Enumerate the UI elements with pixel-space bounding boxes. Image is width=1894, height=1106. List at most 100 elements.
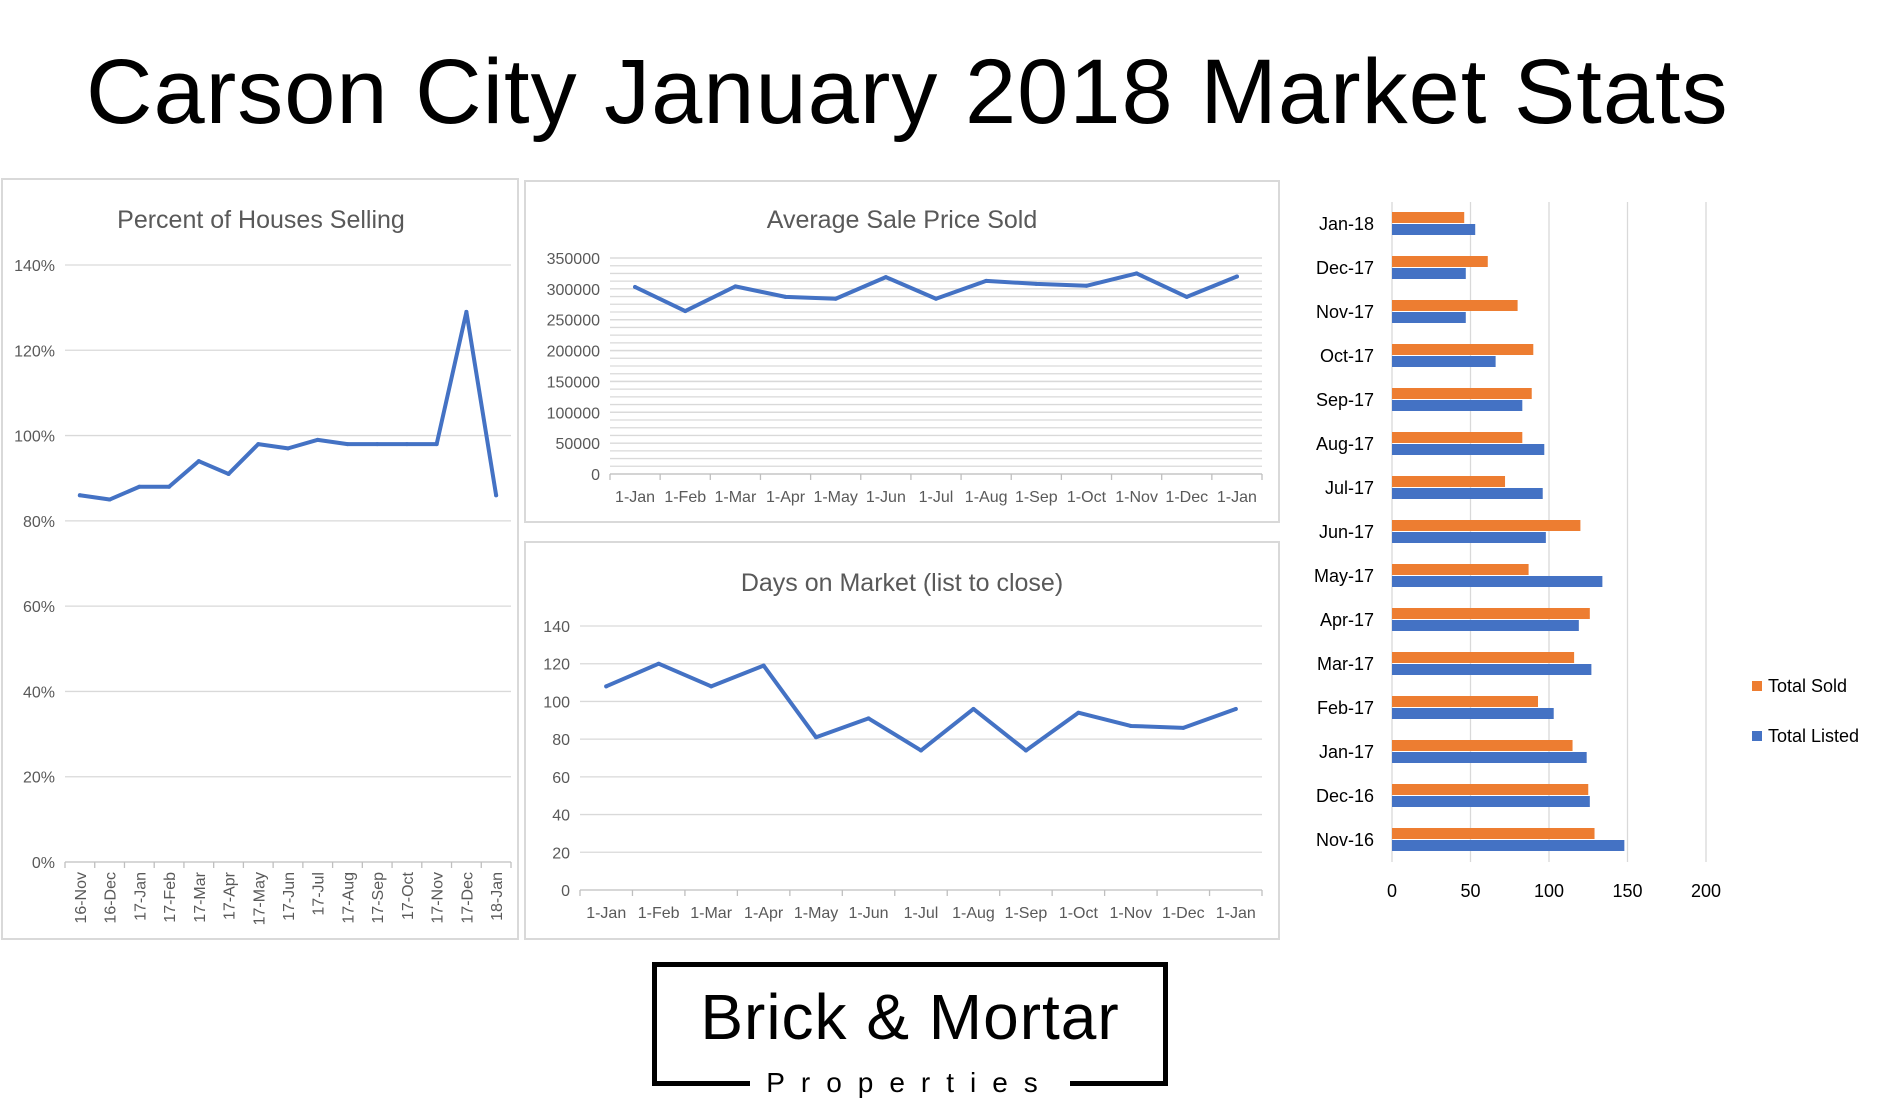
- x-tick-label: 1-Apr: [766, 489, 806, 506]
- y-tick-label: Dec-17: [1316, 258, 1374, 278]
- bar-total-listed: [1392, 488, 1543, 499]
- percent-chart: Percent of Houses Selling 0% 20% 40% 60% 80% 1…: [14, 206, 512, 925]
- x-tick-label: 1-Jan: [1217, 489, 1257, 506]
- y-tick-label: 100%: [14, 429, 55, 446]
- x-tick-label: 1-Jul: [904, 905, 939, 922]
- data-point: [633, 285, 638, 290]
- data-point: [375, 442, 380, 447]
- x-tick-label: 17-Apr: [222, 871, 239, 920]
- x-tick-label: 1-Mar: [690, 905, 732, 922]
- bar-total-sold: [1392, 520, 1581, 531]
- y-tick-label: 140%: [14, 258, 55, 275]
- y-tick-label: 50000: [556, 436, 601, 453]
- x-tick-label: 1-Apr: [744, 905, 784, 922]
- listings-chart: 0 50 100 150 200 Nov-16 Dec-16 Jan-17 Feb-17 Mar-…: [1314, 202, 1721, 901]
- bar-total-sold: [1392, 828, 1595, 839]
- bar-total-sold: [1392, 608, 1590, 619]
- x-tick-label: 1-Aug: [965, 489, 1008, 506]
- data-point: [1233, 706, 1238, 711]
- data-point: [404, 442, 409, 447]
- data-point: [1181, 725, 1186, 730]
- bar-total-sold: [1392, 652, 1575, 663]
- y-tick-label: 100: [543, 694, 570, 711]
- x-tick-label: 1-Dec: [1165, 489, 1208, 506]
- x-tick-label: 16-Dec: [103, 872, 120, 924]
- bar-total-listed: [1392, 796, 1590, 807]
- y-tick-label: Jul-17: [1325, 478, 1374, 498]
- bar-total-sold: [1392, 784, 1589, 795]
- x-tick-label: 17-Oct: [400, 871, 417, 920]
- data-point: [934, 296, 938, 301]
- chart-title: Days on Market (list to close): [741, 569, 1063, 597]
- y-tick-label: 0: [591, 467, 600, 484]
- x-tick-label: 16-Nov: [73, 872, 90, 924]
- x-tick-label: 1-Jun: [849, 905, 889, 922]
- data-point: [345, 442, 350, 447]
- data-point: [226, 471, 231, 476]
- y-tick-label: 200000: [547, 344, 600, 361]
- x-tick-label: 1-Nov: [1115, 489, 1158, 506]
- x-tick-label: 17-Feb: [162, 872, 179, 923]
- price-chart-panel: Average Sale Price Sold 0 50000 100000 15000…: [524, 180, 1280, 523]
- x-tick-label: 100: [1534, 881, 1564, 901]
- legend-item: Total Listed: [1752, 724, 1859, 748]
- y-tick-label: 120%: [14, 343, 55, 360]
- x-tick-label: 200: [1691, 881, 1721, 901]
- logo-sub-text: Properties: [750, 1067, 1070, 1098]
- data-point: [1234, 274, 1239, 279]
- data-point: [1184, 294, 1189, 299]
- bar-total-listed: [1392, 356, 1496, 367]
- y-tick-label: 20: [552, 845, 570, 862]
- y-tick-label: 60: [552, 770, 570, 787]
- legend-swatch: [1752, 731, 1762, 741]
- x-tick-label: 1-Jul: [919, 489, 954, 506]
- page-title: Carson City January 2018 Market Stats: [86, 41, 1729, 143]
- bar-total-sold: [1392, 212, 1465, 223]
- data-point: [1076, 710, 1081, 715]
- x-tick-label: 1-May: [794, 905, 838, 922]
- x-tick-label: 17-Nov: [430, 872, 447, 924]
- y-tick-label: 300000: [547, 282, 600, 299]
- bar-total-sold: [1392, 432, 1523, 443]
- x-tick-label: 1-Dec: [1162, 905, 1205, 922]
- x-tick-label: 1-Sep: [1015, 489, 1058, 506]
- bar-total-listed: [1392, 664, 1592, 675]
- data-point: [464, 309, 469, 314]
- bar-total-sold: [1392, 388, 1532, 399]
- y-tick-label: Jan-17: [1319, 742, 1374, 762]
- listings-chart-panel: 0 50 100 150 200 Nov-16 Dec-16 Jan-17 Feb-17 Mar-…: [1300, 190, 1740, 910]
- x-tick-label: 17-Jun: [281, 872, 298, 921]
- y-tick-label: Jun-17: [1319, 522, 1374, 542]
- data-point: [77, 493, 82, 498]
- x-tick-label: 1-Jan: [1216, 905, 1256, 922]
- x-tick-label: 1-Aug: [952, 905, 995, 922]
- y-tick-label: 140: [543, 619, 570, 636]
- bar-total-sold: [1392, 300, 1518, 311]
- data-point: [1084, 283, 1089, 288]
- x-tick-label: 17-Sep: [370, 872, 387, 924]
- series-line: [633, 271, 1239, 314]
- data-point: [833, 296, 838, 301]
- price-chart: Average Sale Price Sold 0 50000 100000 15000…: [547, 206, 1263, 506]
- y-tick-label: 40: [552, 808, 570, 825]
- series-line: [77, 309, 499, 502]
- bar-total-sold: [1392, 476, 1506, 487]
- y-tick-label: 350000: [547, 251, 600, 268]
- legend-swatch: [1752, 681, 1762, 691]
- x-tick-label: 1-Oct: [1067, 489, 1107, 506]
- logo-main-text: Brick & Mortar: [700, 981, 1120, 1053]
- y-tick-label: Apr-17: [1320, 610, 1374, 630]
- y-tick-label: Oct-17: [1320, 346, 1374, 366]
- bar-total-sold: [1392, 696, 1539, 707]
- x-tick-label: 1-Oct: [1059, 905, 1099, 922]
- y-tick-label: 0: [561, 883, 570, 900]
- data-point: [883, 275, 888, 280]
- percent-chart-panel: Percent of Houses Selling 0% 20% 40% 60% 80% 1…: [1, 178, 519, 940]
- data-point: [866, 716, 871, 721]
- listings-legend: Total Sold Total Listed: [1752, 674, 1859, 774]
- bar-total-listed: [1392, 268, 1466, 279]
- chart-title: Percent of Houses Selling: [117, 206, 405, 234]
- bar-total-listed: [1392, 752, 1587, 763]
- bar-total-listed: [1392, 708, 1554, 719]
- series-line: [604, 661, 1238, 753]
